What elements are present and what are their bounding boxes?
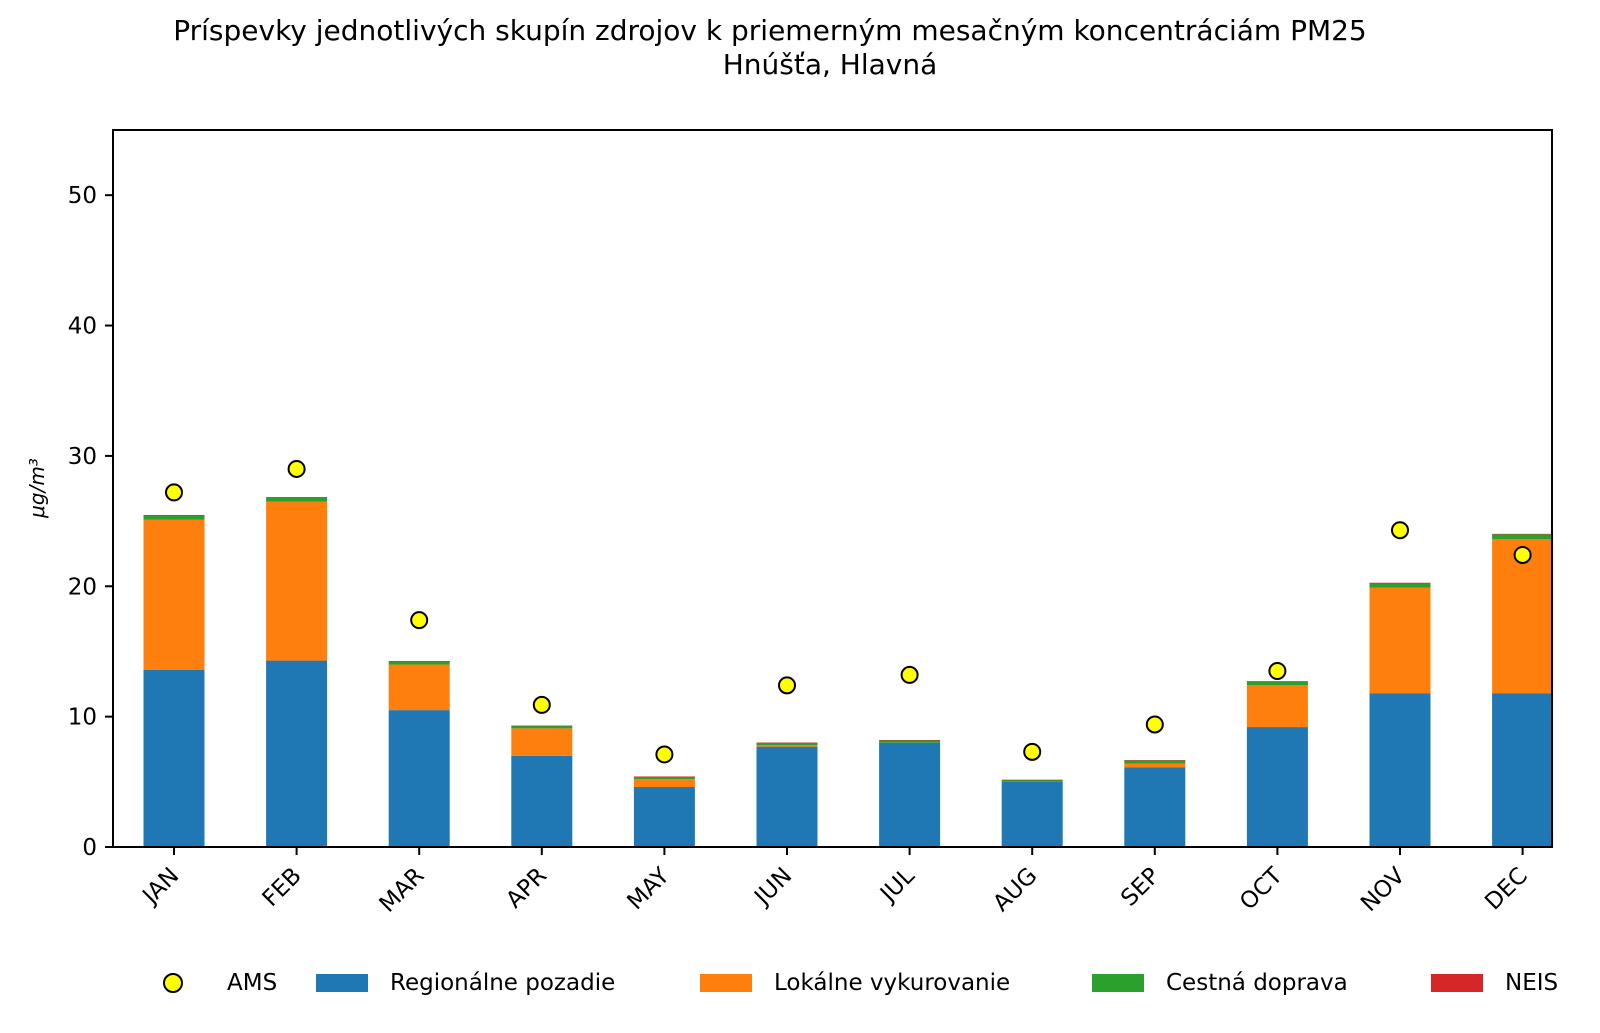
bar-neis-sep bbox=[1124, 760, 1186, 761]
x-tick-label-nov: NOV bbox=[1356, 863, 1410, 917]
ams-marker-sep bbox=[1145, 715, 1164, 734]
ams-marker-mar bbox=[410, 611, 429, 630]
bar-neis-jan bbox=[143, 514, 205, 516]
bar-regionálne-pozadie-jan bbox=[143, 669, 205, 847]
bar-cestná-doprava-nov bbox=[1369, 583, 1431, 588]
bar-lokálne-vykurovanie-nov bbox=[1369, 587, 1431, 694]
bar-neis-mar bbox=[388, 660, 450, 662]
ams-marker-dec bbox=[1513, 545, 1532, 564]
chart-legend: AMS Regionálne pozadie Lokálne vykurovanie… bbox=[0, 965, 1600, 1005]
y-tick-label: 0 bbox=[82, 835, 97, 861]
x-tick-label-jun: JUN bbox=[749, 863, 798, 912]
bar-regionálne-pozadie-jul bbox=[879, 742, 941, 847]
bar-lokálne-vykurovanie-dec bbox=[1492, 539, 1554, 694]
bar-lokálne-vykurovanie-mar bbox=[388, 664, 450, 711]
legend-swatch-icon bbox=[700, 974, 752, 992]
x-tick-label-jul: JUL bbox=[874, 863, 920, 909]
bar-cestná-doprava-apr bbox=[511, 725, 573, 729]
legend-marker-icon bbox=[163, 973, 183, 993]
bar-lokálne-vykurovanie-may bbox=[633, 779, 695, 788]
ams-marker-jul bbox=[900, 665, 919, 684]
ams-marker-feb bbox=[287, 459, 306, 478]
x-tick-label-aug: AUG bbox=[988, 863, 1042, 917]
bar-neis-may bbox=[633, 776, 695, 777]
bar-cestná-doprava-jul bbox=[879, 740, 941, 743]
bar-cestná-doprava-oct bbox=[1246, 681, 1308, 686]
ams-marker-jun bbox=[778, 676, 796, 695]
y-tick-label: 30 bbox=[68, 444, 97, 470]
bar-regionálne-pozadie-feb bbox=[266, 660, 328, 847]
bar-lokálne-vykurovanie-oct bbox=[1246, 685, 1308, 728]
bar-lokálne-vykurovanie-apr bbox=[511, 728, 573, 756]
chart-subtitle: Hnúšťa, Hlavná bbox=[722, 48, 938, 81]
x-tick-label-sep: SEP bbox=[1116, 863, 1165, 912]
bar-cestná-doprava-feb bbox=[266, 497, 328, 502]
y-tick-label: 50 bbox=[68, 183, 97, 209]
ams-marker-jan bbox=[165, 483, 183, 502]
legend-label: Regionálne pozadie bbox=[390, 970, 616, 996]
bar-cestná-doprava-may bbox=[633, 776, 695, 780]
bar-regionálne-pozadie-mar bbox=[388, 710, 450, 847]
bar-regionálne-pozadie-aug bbox=[1001, 781, 1063, 847]
y-axis-label: μg/m³ bbox=[25, 458, 49, 519]
bar-cestná-doprava-dec bbox=[1492, 534, 1554, 540]
legend-label: AMS bbox=[227, 970, 278, 996]
bar-cestná-doprava-aug bbox=[1001, 779, 1063, 782]
bar-regionálne-pozadie-may bbox=[633, 787, 695, 847]
legend-item-regionálne-pozadie: Regionálne pozadie bbox=[316, 965, 615, 1001]
bar-cestná-doprava-jun bbox=[756, 742, 818, 746]
x-tick-label-feb: FEB bbox=[258, 863, 307, 912]
bar-neis-apr bbox=[511, 725, 573, 727]
legend-swatch-icon bbox=[1431, 974, 1483, 992]
y-tick-label: 40 bbox=[68, 314, 97, 340]
bar-neis-oct bbox=[1246, 681, 1308, 682]
ams-marker-nov bbox=[1391, 521, 1409, 540]
bar-neis-aug bbox=[1001, 779, 1063, 781]
legend-item-lokálne-vykurovanie: Lokálne vykurovanie bbox=[700, 965, 1010, 1001]
bar-lokálne-vykurovanie-jun bbox=[756, 745, 818, 747]
bar-neis-feb bbox=[266, 496, 328, 498]
bar-regionálne-pozadie-apr bbox=[511, 755, 573, 847]
bar-cestná-doprava-sep bbox=[1124, 760, 1186, 764]
bar-neis-nov bbox=[1369, 582, 1431, 584]
bar-regionálne-pozadie-jun bbox=[756, 746, 818, 847]
legend-item-cestná-doprava: Cestná doprava bbox=[1092, 965, 1348, 1001]
legend-label: Lokálne vykurovanie bbox=[774, 970, 1011, 996]
y-tick-label: 10 bbox=[68, 705, 97, 731]
x-tick-label-apr: APR bbox=[501, 863, 552, 914]
x-tick-label-dec: DEC bbox=[1480, 863, 1533, 916]
bar-neis-jul bbox=[879, 739, 941, 741]
legend-label: Cestná doprava bbox=[1166, 970, 1348, 996]
bar-cestná-doprava-mar bbox=[388, 661, 450, 665]
bar-regionálne-pozadie-oct bbox=[1246, 727, 1308, 847]
x-tick-label-may: MAY bbox=[622, 862, 675, 915]
ams-marker-oct bbox=[1268, 662, 1287, 681]
legend-item-neis: NEIS bbox=[1431, 965, 1558, 1001]
bar-lokálne-vykurovanie-feb bbox=[266, 501, 328, 661]
x-tick-label-jan: JAN bbox=[137, 863, 185, 911]
bar-lokálne-vykurovanie-jan bbox=[143, 519, 205, 670]
legend-swatch-icon bbox=[1092, 974, 1144, 992]
plot-frame bbox=[112, 129, 1553, 848]
bar-neis-dec bbox=[1492, 533, 1554, 535]
x-tick-label-mar: MAR bbox=[375, 863, 430, 918]
bar-cestná-doprava-jan bbox=[143, 515, 205, 520]
ams-marker-aug bbox=[1023, 742, 1042, 761]
bar-regionálne-pozadie-dec bbox=[1492, 693, 1554, 847]
x-tick-label-oct: OCT bbox=[1235, 862, 1288, 915]
bar-regionálne-pozadie-nov bbox=[1369, 693, 1431, 847]
legend-swatch-icon bbox=[316, 974, 368, 992]
ams-marker-apr bbox=[532, 695, 551, 714]
chart-title: Príspevky jednotlivých skupín zdrojov k … bbox=[173, 14, 1367, 47]
legend-label: NEIS bbox=[1505, 970, 1559, 996]
legend-item-ams: AMS bbox=[147, 965, 277, 1001]
bar-regionálne-pozadie-sep bbox=[1124, 767, 1186, 847]
y-tick-label: 20 bbox=[68, 574, 97, 600]
bar-lokálne-vykurovanie-sep bbox=[1124, 763, 1186, 768]
bar-neis-jun bbox=[756, 742, 818, 744]
chart-title-block: Príspevky jednotlivých skupín zdrojov k … bbox=[0, 14, 1600, 82]
ams-marker-may bbox=[655, 745, 674, 764]
